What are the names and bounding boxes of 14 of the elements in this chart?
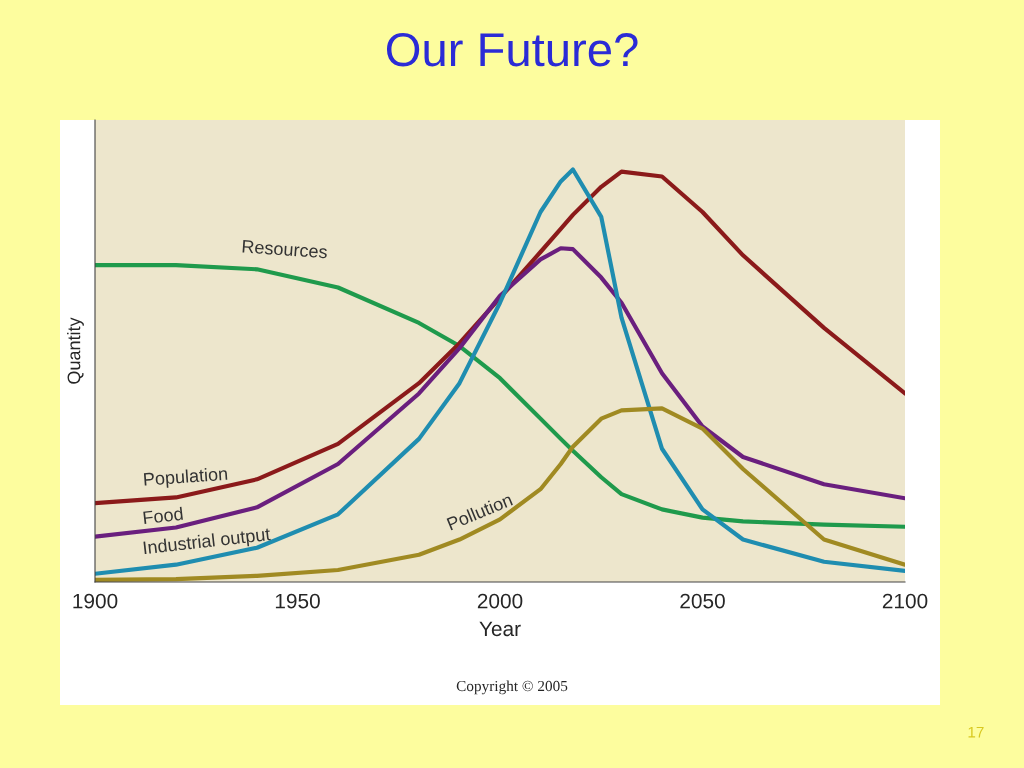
series-label: Population	[143, 466, 228, 490]
text: 17	[968, 726, 984, 738]
text: Food	[143, 506, 183, 525]
x-axis-title: Year	[479, 621, 521, 637]
text: Copyright © 2005	[456, 680, 568, 695]
x-tick-label: 2000	[477, 593, 523, 609]
x-tick-label: 1950	[275, 593, 320, 609]
series-label: Resources	[242, 240, 328, 259]
x-tick-label: 1900	[73, 593, 118, 609]
chart-title: Our Future?	[386, 33, 638, 67]
x-tick-label: 2100	[882, 593, 928, 609]
y-axis-title: Quantity	[67, 317, 84, 384]
text: Industrial output	[143, 526, 272, 558]
x-tick-label: 2050	[680, 593, 725, 609]
